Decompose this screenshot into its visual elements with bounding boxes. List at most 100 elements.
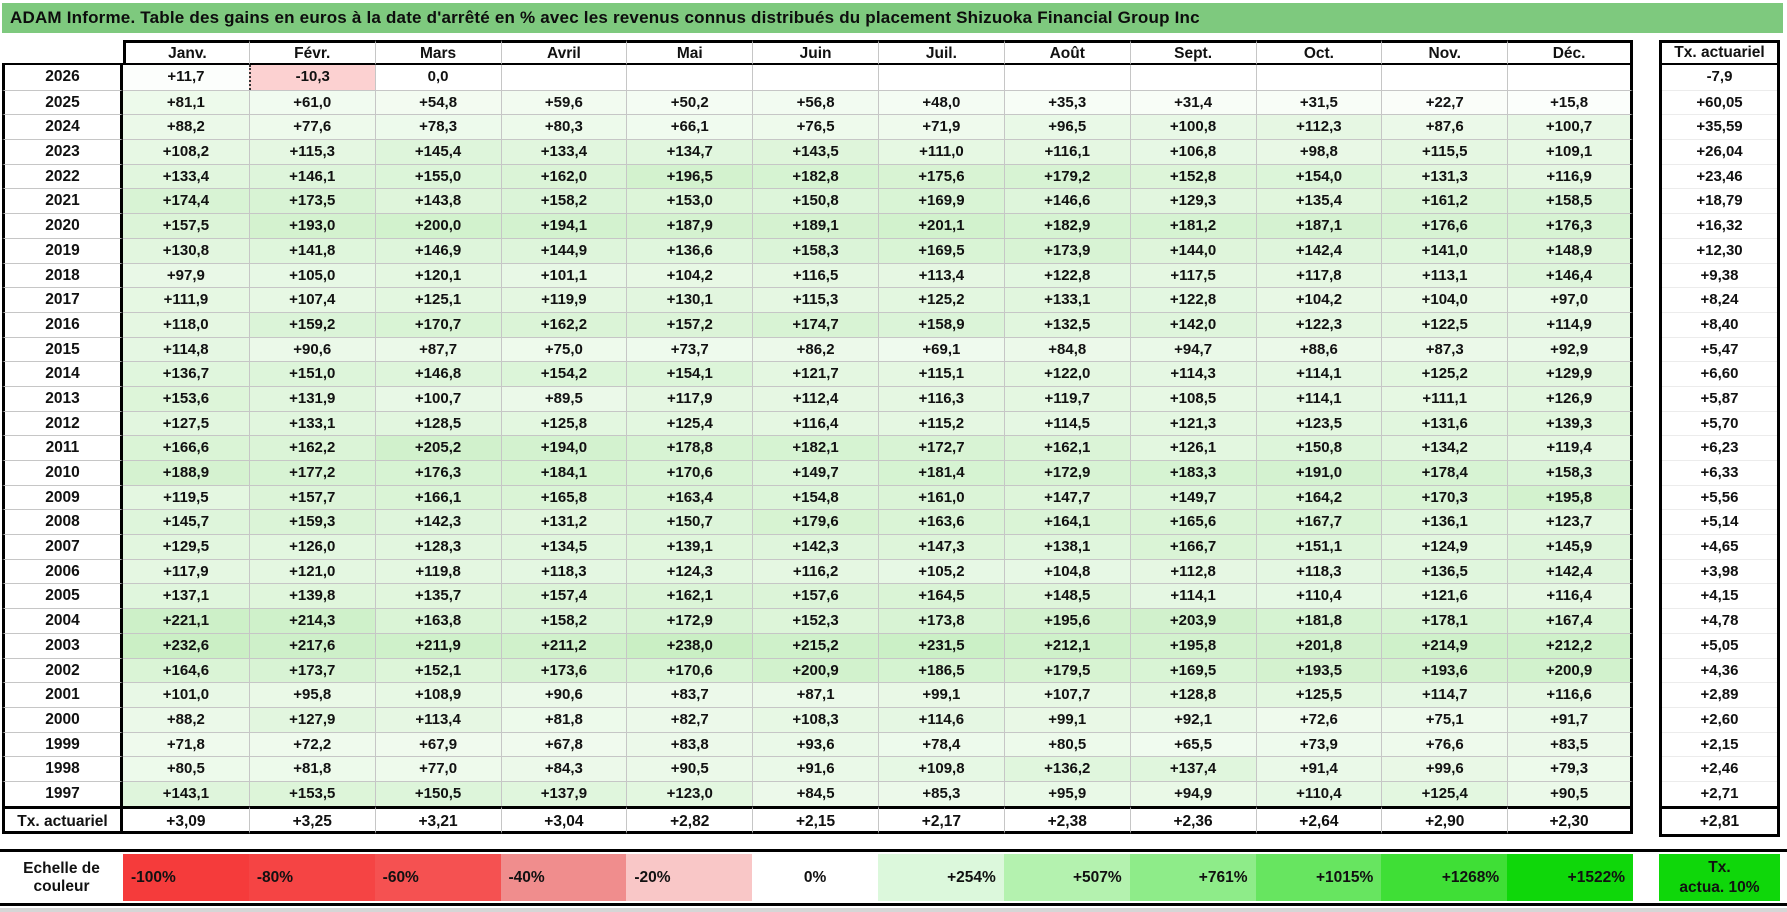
gain-cell-2026-11[interactable] (1381, 65, 1508, 90)
gain-cell-2016-5[interactable]: +157,2 (626, 311, 753, 337)
gain-cell-2026-2[interactable]: -10,3 (248, 65, 375, 90)
gain-cell-2000-2[interactable]: +127,9 (248, 706, 375, 732)
gain-cell-2023-7[interactable]: +111,0 (878, 139, 1004, 164)
gain-cell-2019-6[interactable]: +158,3 (752, 237, 878, 263)
gain-cell-2025-10[interactable]: +31,5 (1255, 89, 1382, 115)
gain-cell-2001-1[interactable]: +101,0 (123, 682, 249, 707)
gain-cell-2001-4[interactable]: +90,6 (500, 682, 627, 707)
gain-cell-2008-1[interactable]: +145,7 (123, 509, 249, 535)
gain-cell-2016-3[interactable]: +170,7 (374, 311, 501, 337)
gain-cell-1997-5[interactable]: +123,0 (626, 780, 753, 806)
tx-value-2005[interactable]: +4,15 (1662, 583, 1777, 608)
gain-cell-2016-6[interactable]: +174,7 (752, 311, 878, 337)
gain-cell-2022-2[interactable]: +146,1 (248, 163, 375, 189)
gain-cell-2009-5[interactable]: +163,4 (626, 484, 753, 510)
gain-cell-2022-7[interactable]: +175,6 (878, 163, 1004, 189)
tx-value-2007[interactable]: +4,65 (1662, 534, 1777, 559)
gain-cell-2004-10[interactable]: +181,8 (1255, 608, 1382, 633)
gain-cell-2005-8[interactable]: +148,5 (1003, 583, 1130, 609)
gain-cell-2016-9[interactable]: +142,0 (1129, 311, 1256, 337)
footer-tx-month-11[interactable]: +2,90 (1381, 805, 1508, 834)
gain-cell-2002-9[interactable]: +169,5 (1129, 657, 1256, 683)
gain-cell-2025-2[interactable]: +61,0 (248, 89, 375, 115)
gain-cell-2019-4[interactable]: +144,9 (500, 237, 627, 263)
gain-cell-2015-9[interactable]: +94,7 (1129, 336, 1256, 362)
gain-cell-2006-2[interactable]: +121,0 (248, 558, 375, 584)
gain-cell-2009-8[interactable]: +147,7 (1003, 484, 1130, 510)
gain-cell-2012-7[interactable]: +115,2 (878, 410, 1004, 436)
gain-cell-2014-4[interactable]: +154,2 (500, 361, 627, 386)
gain-cell-2009-9[interactable]: +149,7 (1129, 484, 1256, 510)
gain-cell-2022-9[interactable]: +152,8 (1129, 163, 1256, 189)
gain-cell-2020-8[interactable]: +182,9 (1003, 213, 1130, 238)
gain-cell-1998-5[interactable]: +90,5 (626, 756, 753, 781)
gain-cell-2026-5[interactable] (626, 65, 753, 90)
gain-cell-2024-2[interactable]: +77,6 (248, 114, 375, 140)
gain-cell-1997-6[interactable]: +84,5 (752, 780, 878, 806)
year-cell-2012[interactable]: 2012 (2, 410, 123, 436)
gain-cell-2020-1[interactable]: +157,5 (123, 213, 249, 238)
gain-cell-1999-10[interactable]: +73,9 (1255, 731, 1382, 757)
gain-cell-2025-1[interactable]: +81,1 (123, 89, 249, 115)
gain-cell-2016-12[interactable]: +114,9 (1507, 311, 1633, 337)
gain-cell-2000-4[interactable]: +81,8 (500, 706, 627, 732)
tx-value-1997[interactable]: +2,71 (1662, 780, 1777, 806)
gain-cell-2021-5[interactable]: +153,0 (626, 188, 753, 214)
gain-cell-2016-1[interactable]: +118,0 (123, 311, 249, 337)
gain-cell-1998-12[interactable]: +79,3 (1507, 756, 1633, 781)
gain-cell-2003-12[interactable]: +212,2 (1507, 632, 1633, 658)
gain-cell-2026-12[interactable] (1507, 65, 1633, 90)
gain-cell-2000-9[interactable]: +92,1 (1129, 706, 1256, 732)
gain-cell-2013-5[interactable]: +117,9 (626, 385, 753, 411)
tx-value-2008[interactable]: +5,14 (1662, 509, 1777, 534)
gain-cell-2001-11[interactable]: +114,7 (1381, 682, 1508, 707)
gain-cell-2022-11[interactable]: +131,3 (1381, 163, 1508, 189)
gain-cell-2020-5[interactable]: +187,9 (626, 213, 753, 238)
gain-cell-2006-11[interactable]: +136,5 (1381, 558, 1508, 584)
gain-cell-2023-2[interactable]: +115,3 (248, 139, 375, 164)
gain-cell-2014-9[interactable]: +114,3 (1129, 361, 1256, 386)
gain-cell-2011-9[interactable]: +126,1 (1129, 435, 1256, 460)
gain-cell-2010-6[interactable]: +149,7 (752, 460, 878, 485)
gain-cell-2024-5[interactable]: +66,1 (626, 114, 753, 140)
gain-cell-2011-7[interactable]: +172,7 (878, 435, 1004, 460)
gain-cell-2015-5[interactable]: +73,7 (626, 336, 753, 362)
gain-cell-2016-4[interactable]: +162,2 (500, 311, 627, 337)
gain-cell-2006-4[interactable]: +118,3 (500, 558, 627, 584)
year-cell-2009[interactable]: 2009 (2, 484, 123, 510)
gain-cell-2005-4[interactable]: +157,4 (500, 583, 627, 609)
gain-cell-1997-3[interactable]: +150,5 (374, 780, 501, 806)
gain-cell-2007-1[interactable]: +129,5 (123, 534, 249, 559)
gain-cell-2019-5[interactable]: +136,6 (626, 237, 753, 263)
footer-label[interactable]: Tx. actuariel (2, 805, 123, 834)
gain-cell-2024-6[interactable]: +76,5 (752, 114, 878, 140)
gain-cell-2012-1[interactable]: +127,5 (123, 410, 249, 436)
gain-cell-2005-12[interactable]: +116,4 (1507, 583, 1633, 609)
tx-value-2004[interactable]: +4,78 (1662, 608, 1777, 633)
gain-cell-2001-9[interactable]: +128,8 (1129, 682, 1256, 707)
gain-cell-2017-4[interactable]: +119,9 (500, 287, 627, 312)
month-header-5[interactable]: Mai (626, 40, 753, 65)
gain-cell-2010-9[interactable]: +183,3 (1129, 460, 1256, 485)
year-cell-2014[interactable]: 2014 (2, 361, 123, 386)
gain-cell-2016-7[interactable]: +158,9 (878, 311, 1004, 337)
gain-cell-2022-5[interactable]: +196,5 (626, 163, 753, 189)
gain-cell-2026-8[interactable] (1003, 65, 1130, 90)
gain-cell-2009-10[interactable]: +164,2 (1255, 484, 1382, 510)
gain-cell-2022-1[interactable]: +133,4 (123, 163, 249, 189)
gain-cell-1997-1[interactable]: +143,1 (123, 780, 249, 806)
month-header-8[interactable]: Août (1003, 40, 1130, 65)
gain-cell-2002-4[interactable]: +173,6 (500, 657, 627, 683)
gain-cell-2018-8[interactable]: +122,8 (1003, 262, 1130, 288)
gain-cell-1999-5[interactable]: +83,8 (626, 731, 753, 757)
gain-cell-2025-8[interactable]: +35,3 (1003, 89, 1130, 115)
gain-cell-2015-11[interactable]: +87,3 (1381, 336, 1508, 362)
gain-cell-2009-7[interactable]: +161,0 (878, 484, 1004, 510)
gain-cell-2024-10[interactable]: +112,3 (1255, 114, 1382, 140)
tx-value-2013[interactable]: +5,87 (1662, 385, 1777, 411)
gain-cell-2010-8[interactable]: +172,9 (1003, 460, 1130, 485)
gain-cell-2001-5[interactable]: +83,7 (626, 682, 753, 707)
gain-cell-2026-4[interactable] (500, 65, 627, 90)
footer-tx-month-12[interactable]: +2,30 (1507, 805, 1633, 834)
gain-cell-1999-8[interactable]: +80,5 (1003, 731, 1130, 757)
